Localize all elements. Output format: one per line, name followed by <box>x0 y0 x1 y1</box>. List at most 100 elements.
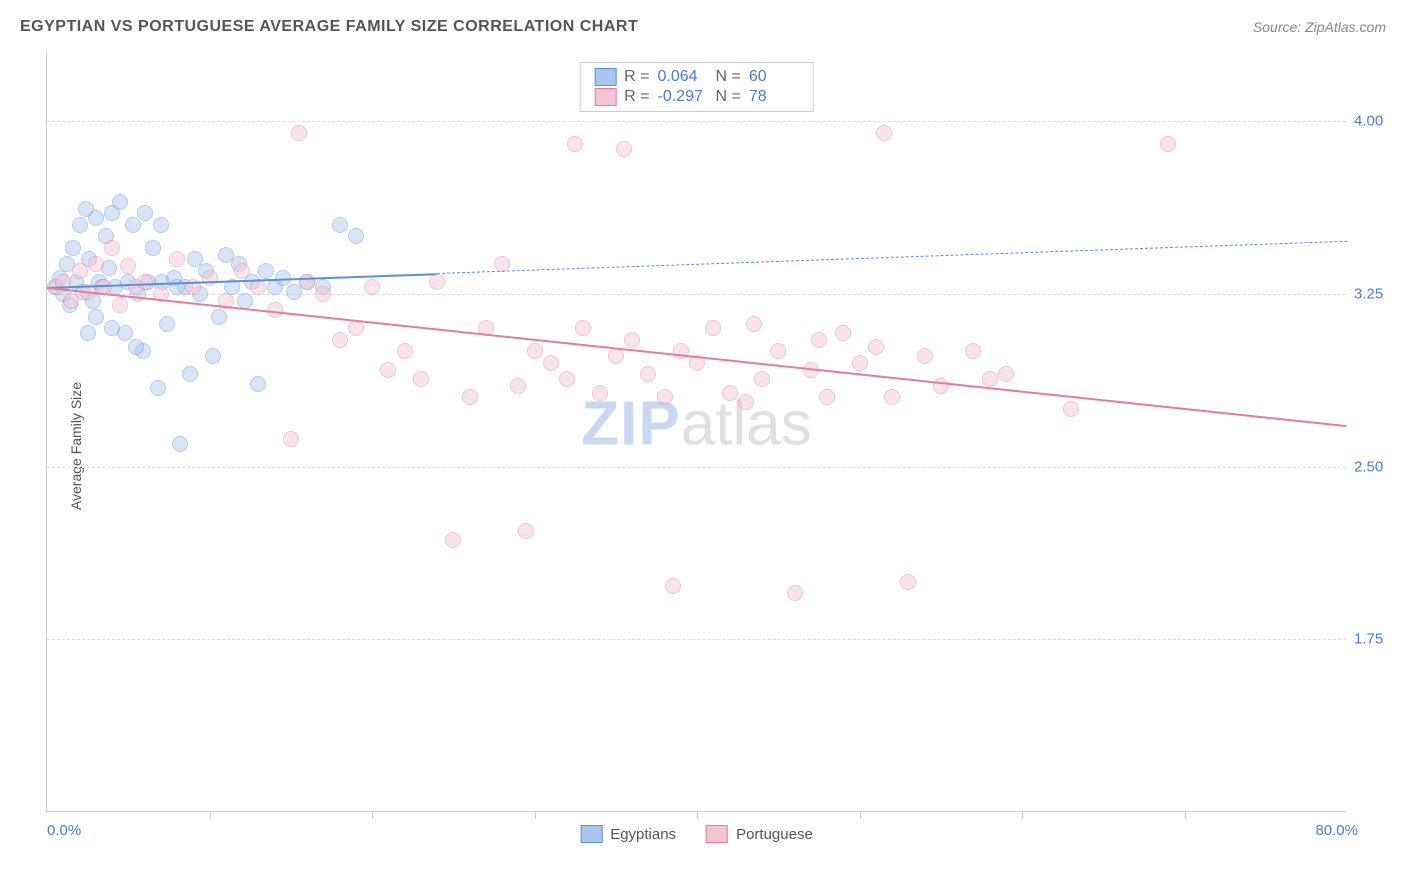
data-point <box>104 320 120 336</box>
data-point <box>1063 401 1079 417</box>
data-point <box>624 332 640 348</box>
data-point <box>380 362 396 378</box>
data-point <box>283 431 299 447</box>
data-point <box>933 378 949 394</box>
legend-stats-row: R =-0.297N =78 <box>594 87 799 107</box>
legend-item: Portuguese <box>706 825 813 843</box>
legend-item: Egyptians <box>580 825 676 843</box>
data-point <box>917 348 933 364</box>
data-point <box>811 332 827 348</box>
data-point <box>63 293 79 309</box>
data-point <box>258 263 274 279</box>
n-value: 78 <box>749 88 799 106</box>
data-point <box>237 293 253 309</box>
data-point <box>172 436 188 452</box>
legend-label: Portuguese <box>736 826 813 843</box>
data-point <box>211 309 227 325</box>
data-point <box>543 355 559 371</box>
data-point <box>159 316 175 332</box>
x-tick <box>535 811 536 819</box>
data-point <box>250 376 266 392</box>
data-point <box>137 205 153 221</box>
data-point <box>332 217 348 233</box>
data-point <box>567 136 583 152</box>
legend-swatch <box>580 825 602 843</box>
scatter-chart: ZIPatlas R =0.064N =60R =-0.297N =78 0.0… <box>46 52 1346 812</box>
source-label: Source: ZipAtlas.com <box>1253 19 1386 35</box>
data-point <box>137 274 153 290</box>
legend-swatch <box>594 88 616 106</box>
gridline <box>47 467 1346 468</box>
data-point <box>120 258 136 274</box>
data-point <box>982 371 998 387</box>
data-point <box>518 523 534 539</box>
data-point <box>640 366 656 382</box>
x-max-label: 80.0% <box>1315 822 1358 839</box>
data-point <box>364 279 380 295</box>
legend-label: Egyptians <box>610 826 676 843</box>
data-point <box>705 320 721 336</box>
data-point <box>65 240 81 256</box>
r-value: -0.297 <box>658 88 708 106</box>
data-point <box>510 378 526 394</box>
data-point <box>348 228 364 244</box>
data-point <box>722 385 738 401</box>
data-point <box>868 339 884 355</box>
gridline <box>47 121 1346 122</box>
correlation-legend: R =0.064N =60R =-0.297N =78 <box>579 62 814 112</box>
data-point <box>182 366 198 382</box>
data-point <box>112 297 128 313</box>
data-point <box>738 394 754 410</box>
legend-stats-row: R =0.064N =60 <box>594 67 799 87</box>
data-point <box>291 125 307 141</box>
data-point <box>150 380 166 396</box>
chart-title: EGYPTIAN VS PORTUGUESE AVERAGE FAMILY SI… <box>20 18 638 36</box>
gridline <box>47 639 1346 640</box>
data-point <box>559 371 575 387</box>
data-point <box>234 263 250 279</box>
r-label: R = <box>624 68 649 86</box>
data-point <box>527 343 543 359</box>
n-value: 60 <box>749 68 799 86</box>
data-point <box>770 343 786 359</box>
x-tick <box>210 811 211 819</box>
data-point <box>965 343 981 359</box>
data-point <box>397 343 413 359</box>
data-point <box>72 263 88 279</box>
data-point <box>657 389 673 405</box>
data-point <box>332 332 348 348</box>
data-point <box>413 371 429 387</box>
data-point <box>665 578 681 594</box>
data-point <box>315 286 331 302</box>
legend-swatch <box>706 825 728 843</box>
data-point <box>592 385 608 401</box>
data-point <box>445 532 461 548</box>
data-point <box>876 125 892 141</box>
data-point <box>169 251 185 267</box>
data-point <box>852 355 868 371</box>
data-point <box>575 320 591 336</box>
r-value: 0.064 <box>658 68 708 86</box>
data-point <box>616 141 632 157</box>
data-point <box>746 316 762 332</box>
data-point <box>429 274 445 290</box>
r-label: R = <box>624 88 649 106</box>
data-point <box>104 240 120 256</box>
x-tick <box>860 811 861 819</box>
data-point <box>205 348 221 364</box>
data-point <box>88 309 104 325</box>
data-point <box>884 389 900 405</box>
legend-swatch <box>594 68 616 86</box>
data-point <box>462 389 478 405</box>
y-tick-label: 3.25 <box>1354 285 1400 302</box>
data-point <box>348 320 364 336</box>
y-tick-label: 4.00 <box>1354 113 1400 130</box>
data-point <box>835 325 851 341</box>
data-point <box>80 325 96 341</box>
series-legend: Egyptians Portuguese <box>580 825 813 843</box>
data-point <box>72 217 88 233</box>
x-tick <box>1185 811 1186 819</box>
x-tick <box>1022 811 1023 819</box>
data-point <box>153 217 169 233</box>
y-tick-label: 2.50 <box>1354 458 1400 475</box>
